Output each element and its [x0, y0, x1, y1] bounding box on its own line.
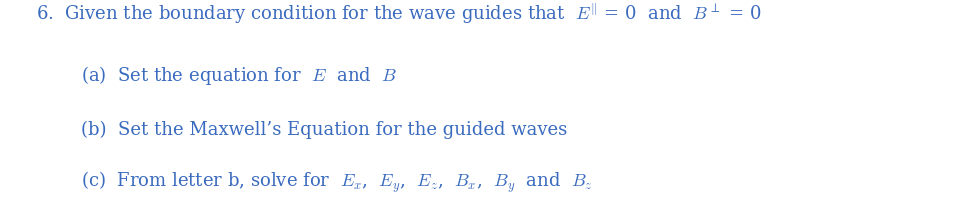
Text: 6.  Given the boundary condition for the wave guides that  $E^{\|}$ = 0  and  $B: 6. Given the boundary condition for the … — [36, 2, 762, 26]
Text: (c)  From letter b, solve for  $E_x$,  $E_y$,  $E_z$,  $B_x$,  $B_y$  and  $B_z$: (c) From letter b, solve for $E_x$, $E_y… — [81, 170, 593, 195]
Text: (b)  Set the Maxwell’s Equation for the guided waves: (b) Set the Maxwell’s Equation for the g… — [81, 121, 568, 139]
Text: (a)  Set the equation for  $E$  and  $B$: (a) Set the equation for $E$ and $B$ — [81, 64, 397, 87]
